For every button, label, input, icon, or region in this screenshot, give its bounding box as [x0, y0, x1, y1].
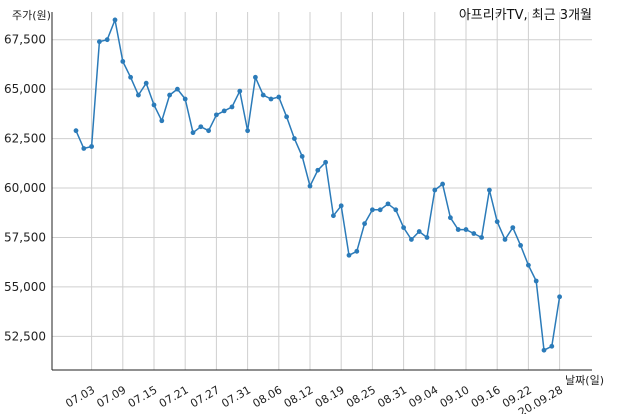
x-tick-label: 09.10 — [438, 383, 472, 410]
y-tick-labels: 52,500 55,000 57,500 60,000 62,500 65,000 67,5… — [4, 33, 46, 344]
data-point — [549, 343, 555, 349]
data-point — [315, 167, 321, 173]
data-point — [214, 112, 219, 118]
x-tick-labels: 07.0307.0907.1507.2107.2707.3108.0608.12… — [63, 383, 565, 414]
data-point — [182, 96, 188, 102]
x-tick-label: 07.27 — [188, 383, 222, 410]
data-point — [229, 104, 235, 110]
x-tick-label: 07.31 — [219, 383, 253, 410]
x-tick-label: 07.15 — [126, 383, 160, 410]
data-point — [299, 153, 305, 159]
data-point — [401, 225, 406, 230]
data-point — [471, 231, 477, 236]
data-point — [346, 252, 352, 258]
x-tick-label: 07.09 — [95, 383, 129, 410]
data-point — [268, 96, 274, 102]
x-tick-label: 07.21 — [157, 383, 191, 410]
data-point — [136, 92, 141, 98]
data-point — [440, 181, 445, 187]
data-point — [112, 17, 118, 23]
x-tick-label: 07.03 — [63, 383, 97, 410]
y-tick-label: 62,500 — [4, 132, 46, 146]
data-point — [370, 207, 375, 213]
data-point — [143, 80, 149, 86]
data-point — [526, 262, 531, 268]
price-line — [75, 17, 561, 352]
data-point — [518, 242, 523, 248]
data-point — [159, 118, 165, 124]
data-point — [237, 88, 243, 94]
data-point — [448, 215, 453, 221]
x-tick-label: 08.12 — [282, 383, 316, 410]
data-point — [89, 144, 94, 149]
data-point — [253, 74, 258, 80]
data-point — [128, 74, 134, 80]
data-point — [284, 114, 289, 120]
y-tick-label: 60,000 — [4, 181, 46, 195]
x-tick-label: 08.25 — [344, 383, 378, 410]
data-point — [276, 94, 282, 100]
data-point — [385, 201, 391, 207]
data-point — [455, 227, 461, 232]
x-tick-label: 09.16 — [469, 383, 503, 410]
data-point — [338, 203, 344, 209]
data-point — [541, 347, 547, 353]
data-point — [221, 108, 227, 114]
data-point — [393, 207, 399, 213]
data-point — [487, 187, 492, 193]
x-tick-label: 08.19 — [313, 383, 347, 410]
data-point — [260, 92, 266, 98]
data-point — [432, 187, 438, 193]
data-point — [151, 102, 157, 108]
data-point — [479, 235, 484, 240]
x-tick-label: 09.04 — [407, 383, 441, 410]
price-series — [73, 17, 562, 353]
data-point — [416, 229, 422, 234]
y-tick-label: 67,500 — [4, 33, 46, 47]
data-point — [73, 128, 79, 134]
y-axis-label: 주가(원) — [12, 9, 51, 22]
data-point — [409, 237, 414, 242]
data-point — [120, 59, 126, 64]
data-point — [206, 128, 212, 134]
y-tick-label: 55,000 — [4, 280, 46, 294]
data-point — [104, 37, 110, 43]
data-point — [245, 128, 251, 134]
data-point — [533, 278, 539, 284]
data-point — [97, 39, 102, 45]
axes — [51, 12, 592, 371]
data-point — [175, 86, 180, 92]
data-point — [502, 237, 508, 242]
y-tick-label: 52,500 — [4, 329, 46, 343]
grid-lines — [52, 12, 592, 370]
data-point — [81, 146, 87, 151]
chart-title: 아프리카TV, 최근 3개월 — [459, 8, 592, 23]
data-point — [198, 124, 204, 130]
x-tick-label: 08.06 — [251, 383, 285, 410]
data-point — [354, 248, 360, 254]
data-point — [307, 183, 313, 189]
x-tick-label: 08.31 — [375, 383, 409, 410]
data-point — [292, 136, 297, 141]
data-point — [557, 294, 562, 300]
y-tick-label: 57,500 — [4, 230, 46, 244]
y-tick-label: 65,000 — [4, 82, 46, 96]
data-point — [362, 221, 367, 227]
data-point — [190, 130, 196, 136]
data-point — [167, 92, 173, 98]
data-point — [494, 219, 500, 225]
data-point — [510, 225, 516, 230]
data-point — [463, 227, 469, 232]
data-point — [377, 207, 383, 213]
data-point — [323, 159, 328, 165]
x-axis-label: 날짜(일) — [565, 373, 604, 387]
data-point — [424, 235, 430, 240]
data-point — [331, 213, 336, 219]
